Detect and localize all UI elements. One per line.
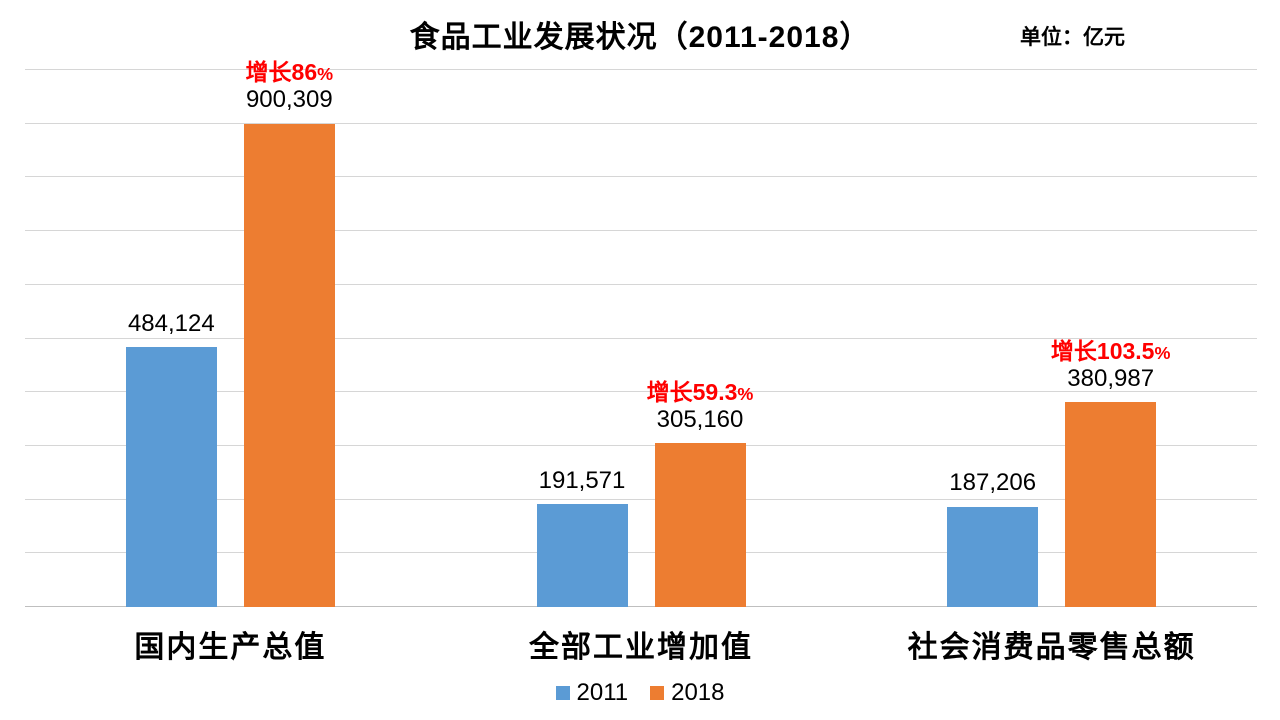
gridline (25, 122, 1257, 124)
category-axis: 国内生产总值 全部工业增加值 社会消费品零售总额 (25, 622, 1257, 666)
gridline (25, 230, 1257, 232)
value-label-2011-category-2: 191,571 (538, 466, 626, 494)
category-label-3: 社会消费品零售总额 (907, 631, 1196, 664)
growth-annotation-category-1: 增长86% (245, 59, 334, 86)
plot-area: 484,124 900,309 增长86% 191,571 305,160 增长59.3%… (25, 59, 1257, 607)
legend-swatch-icon (650, 686, 665, 700)
gridline (25, 391, 1257, 393)
legend-item-2018: 2018 (650, 679, 725, 706)
legend-swatch-icon (555, 686, 570, 700)
gridline (25, 552, 1257, 554)
growth-annotation-category-3: 增长103.5% (1050, 338, 1171, 365)
bar-group-1: 484,124 900,309 增长86% (25, 59, 436, 607)
category-label-2: 全部工业增加值 (529, 631, 753, 664)
bar-2018-category-3: 380,987 增长103.5% (1051, 338, 1170, 607)
x-axis-line (25, 606, 1257, 607)
bar-2011-category-2: 191,571 (536, 467, 628, 607)
gridline (25, 283, 1257, 285)
bar-group-2: 191,571 305,160 增长59.3% (436, 70, 847, 607)
category-label-1: 国内生产总值 (134, 631, 327, 664)
percent-sign: % (737, 383, 754, 404)
gridline (25, 69, 1257, 70)
growth-annotation-category-2: 增长59.3% (646, 378, 754, 405)
value-label-2018-category-3: 380,987 (1067, 365, 1155, 393)
bar-2018-category-1: 900,309 增长86% (243, 59, 335, 607)
bar-group-3: 187,206 380,987 增长103.5% (846, 70, 1257, 607)
bar-2011-category-1: 484,124 (125, 310, 217, 607)
unit-label: 单位：亿元 (1020, 26, 1125, 49)
value-label-2018-category-1: 900,309 (245, 86, 333, 114)
chart-title: 食品工业发展状况（2011-2018） (409, 21, 871, 54)
gridline (25, 444, 1257, 446)
value-label-2011-category-1: 484,124 (127, 309, 215, 337)
gridline (25, 498, 1257, 500)
legend-label: 2018 (671, 679, 725, 706)
legend: 2011 2018 (0, 681, 1280, 705)
value-label-2011-category-3: 187,206 (949, 469, 1037, 497)
gridline (25, 176, 1257, 178)
bar-2018-category-2: 305,160 增长59.3% (647, 379, 753, 607)
percent-sign: % (317, 64, 334, 85)
legend-label: 2011 (576, 679, 629, 706)
gridline (25, 337, 1257, 339)
percent-sign: % (1154, 343, 1171, 364)
value-label-2018-category-2: 305,160 (656, 405, 744, 433)
bar-2011-category-3: 187,206 (947, 469, 1039, 607)
legend-item-2011: 2011 (555, 679, 629, 706)
